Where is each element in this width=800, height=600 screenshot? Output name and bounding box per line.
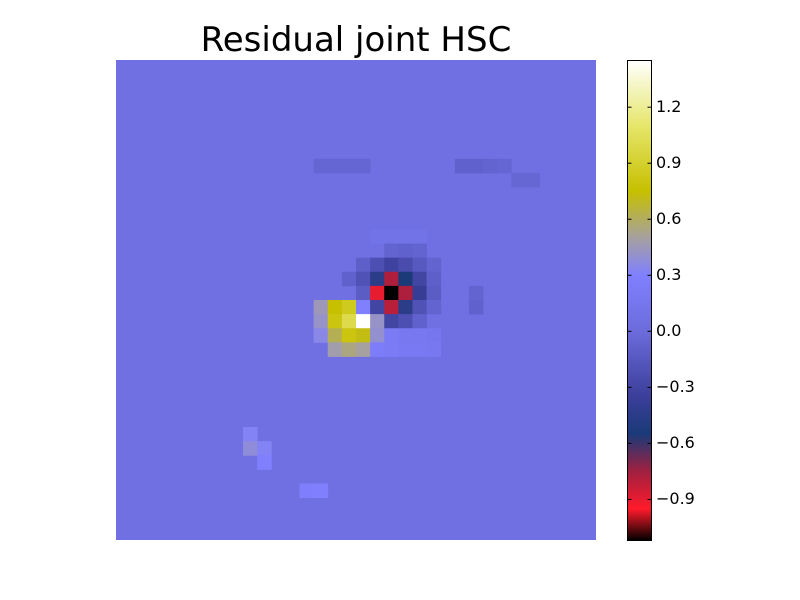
- heatmap-cell: [341, 314, 357, 329]
- heatmap-cell: [426, 342, 442, 357]
- heatmap-cell: [384, 342, 399, 357]
- heatmap-cell: [384, 257, 399, 273]
- heatmap-cell: [370, 328, 385, 343]
- heatmap-cell: [468, 158, 484, 174]
- heatmap-cell: [426, 271, 442, 287]
- heatmap-cell: [384, 285, 399, 301]
- heatmap-cell: [370, 285, 385, 301]
- heatmap-cell: [398, 243, 413, 259]
- heatmap-cell: [299, 483, 315, 499]
- heatmap-cell: [426, 328, 442, 343]
- heatmap-cell: [327, 342, 343, 357]
- colorbar-tick-label: 0.9: [656, 153, 682, 173]
- heatmap-cell: [412, 300, 427, 315]
- heatmap-cell: [384, 229, 399, 244]
- heatmap-cell: [356, 342, 371, 357]
- colorbar-tick-label: 0.3: [656, 265, 682, 285]
- heatmap-cell: [313, 300, 329, 315]
- heatmap-cell: [497, 158, 512, 174]
- heatmap-cell: [356, 257, 371, 273]
- chart-title: Residual joint HSC: [200, 20, 512, 60]
- heatmap-cell: [370, 271, 385, 287]
- heatmap-cell: [412, 314, 427, 329]
- colorbar-tick-label: −0.6: [656, 433, 695, 453]
- heatmap-cell: [483, 158, 498, 174]
- heatmap-cell: [257, 455, 272, 470]
- heatmap-cell: [313, 328, 329, 343]
- heatmap-cell: [341, 271, 357, 287]
- heatmap-cell: [356, 271, 371, 287]
- heatmap-cell: [327, 300, 343, 315]
- heatmap-cell: [341, 342, 357, 357]
- heatmap-cell: [356, 328, 371, 343]
- heatmap-cell: [370, 314, 385, 329]
- heatmap-cell: [412, 229, 427, 244]
- heatmap-cell: [327, 158, 343, 174]
- heatmap-cell: [313, 158, 329, 174]
- heatmap-cell: [412, 328, 427, 343]
- heatmap-cell: [384, 300, 399, 315]
- heatmap-cell: [398, 229, 413, 244]
- heatmap-cell: [341, 328, 357, 343]
- heatmap-cell: [426, 257, 442, 273]
- heatmap-cell: [398, 285, 413, 301]
- heatmap-cell: [370, 229, 385, 244]
- colorbar-tick-label: 1.2: [656, 97, 682, 117]
- heatmap-cell: [398, 342, 413, 357]
- heatmap-cell: [412, 342, 427, 357]
- heatmap-cell: [341, 300, 357, 315]
- heatmap-cell: [356, 158, 371, 174]
- heatmap-cell: [412, 285, 427, 301]
- heatmap-cell: [412, 271, 427, 287]
- heatmap-cell: [454, 158, 470, 174]
- heatmap-cell: [370, 300, 385, 315]
- heatmap-cell: [398, 300, 413, 315]
- heatmap-cell: [384, 328, 399, 343]
- colorbar-tick-label: 0.6: [656, 209, 682, 229]
- colorbar-tick-label: −0.9: [656, 489, 695, 509]
- heatmap-cell: [341, 158, 357, 174]
- heatmap-cell: [356, 314, 371, 329]
- heatmap-cell: [327, 328, 343, 343]
- colorbar-tick-label: −0.3: [656, 377, 695, 397]
- heatmap-cell: [412, 243, 427, 259]
- heatmap-cell: [327, 314, 343, 329]
- colorbar-gradient: [627, 60, 652, 541]
- heatmap-cell: [468, 285, 484, 301]
- heatmap-cell: [398, 314, 413, 329]
- heatmap-cell: [468, 300, 484, 315]
- colorbar: [627, 60, 652, 541]
- heatmap-cell: [525, 172, 540, 188]
- heatmap-cell: [370, 342, 385, 357]
- heatmap-cell: [384, 271, 399, 287]
- colorbar-tick-label: 0.0: [656, 321, 682, 341]
- heatmap-cell: [257, 441, 272, 456]
- heatmap-cell: [243, 441, 258, 456]
- heatmap-cell: [398, 271, 413, 287]
- heatmap-cell: [426, 285, 442, 301]
- heatmap-cell: [398, 328, 413, 343]
- heatmap-cell: [398, 257, 413, 273]
- heatmap-cell: [356, 300, 371, 315]
- heatmap-cell: [356, 285, 371, 301]
- heatmap-cell: [243, 427, 258, 442]
- heatmap-cell: [412, 257, 427, 273]
- heatmap-cell: [384, 243, 399, 259]
- heatmap-cell: [313, 483, 329, 499]
- heatmap-cell: [426, 300, 442, 315]
- heatmap-cell: [511, 172, 526, 188]
- heatmap-plot: [116, 60, 596, 540]
- heatmap-cell: [384, 314, 399, 329]
- heatmap-cell: [370, 257, 385, 273]
- heatmap-cell: [313, 314, 329, 329]
